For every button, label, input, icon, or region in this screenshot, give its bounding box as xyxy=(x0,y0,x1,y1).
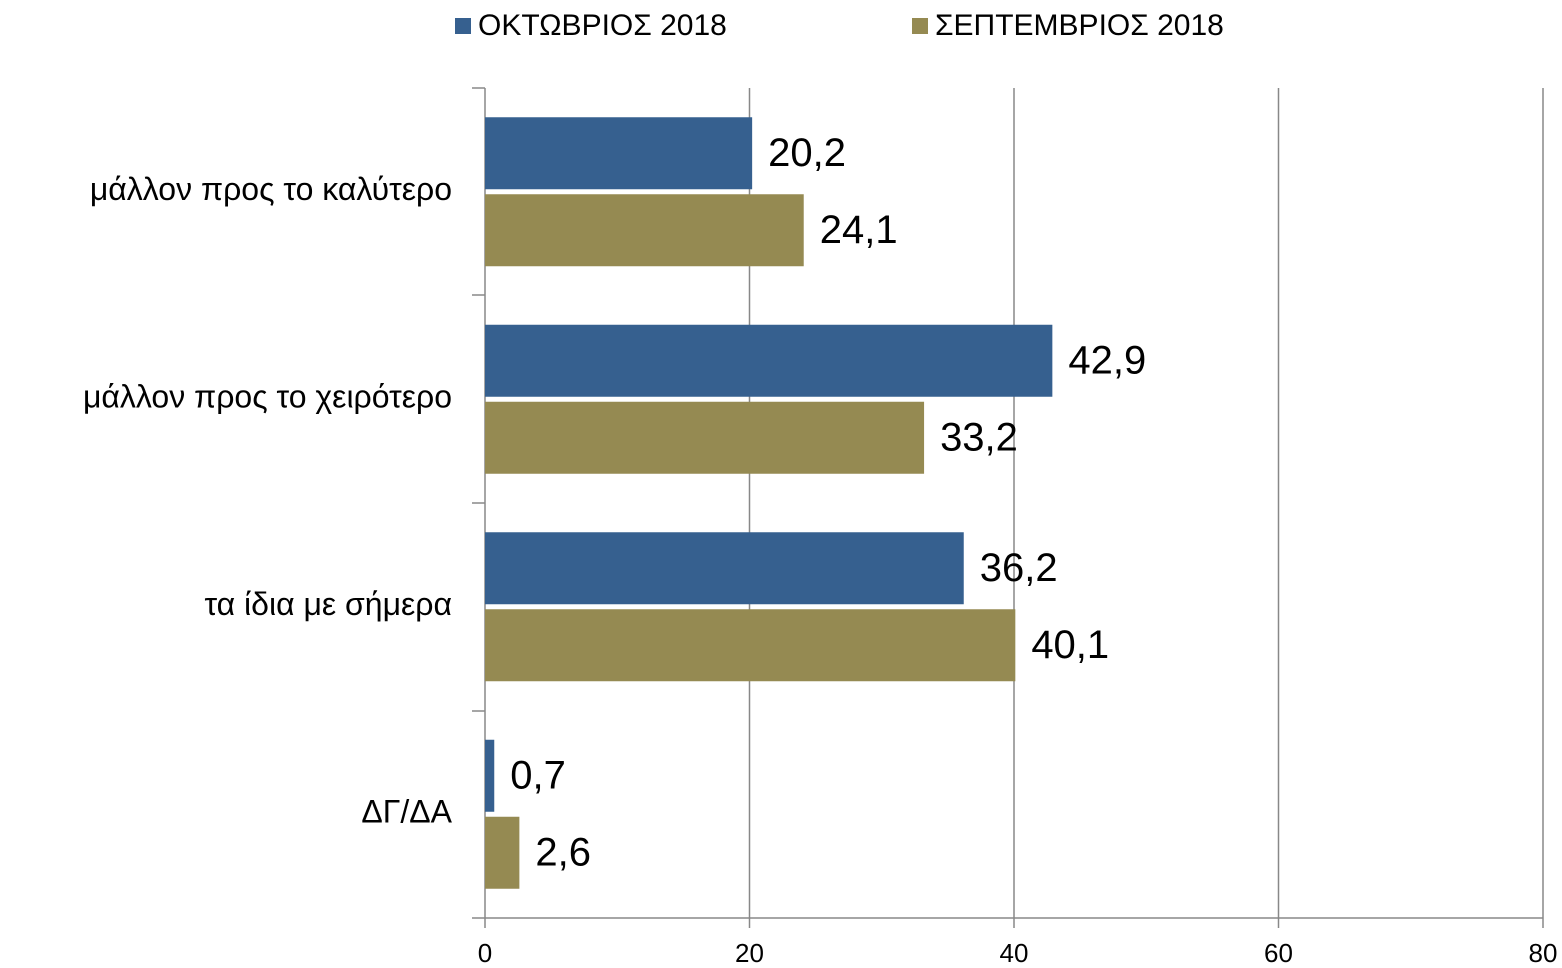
bar xyxy=(485,739,495,812)
data-label: 20,2 xyxy=(768,131,846,175)
data-label: 0,7 xyxy=(510,753,566,797)
bar xyxy=(485,401,925,474)
legend-label: ΟΚΤΩΒΡΙΟΣ 2018 xyxy=(478,9,727,42)
data-label: 2,6 xyxy=(535,830,591,874)
bar xyxy=(485,609,1016,682)
legend-swatch xyxy=(455,18,471,34)
bar xyxy=(485,532,964,605)
data-label: 42,9 xyxy=(1068,338,1146,382)
x-tick-label: 0 xyxy=(478,938,492,968)
data-label: 33,2 xyxy=(940,415,1018,459)
category-label: τα ίδια με σήμερα xyxy=(204,586,452,622)
bar xyxy=(485,816,520,889)
x-tick-label: 80 xyxy=(1529,938,1558,968)
x-tick-label: 40 xyxy=(1000,938,1029,968)
category-label: μάλλον προς το χειρότερο xyxy=(83,379,452,415)
x-tick-label: 20 xyxy=(735,938,764,968)
category-label: ΔΓ/ΔΑ xyxy=(361,794,452,830)
x-tick-label: 60 xyxy=(1264,938,1293,968)
legend-swatch xyxy=(912,18,928,34)
data-label: 36,2 xyxy=(980,546,1058,590)
legend-label: ΣΕΠΤΕΜΒΡΙΟΣ 2018 xyxy=(935,9,1224,42)
bar xyxy=(485,117,753,190)
category-label: μάλλον προς το καλύτερο xyxy=(90,171,452,207)
data-label: 24,1 xyxy=(820,208,898,252)
bar xyxy=(485,194,804,267)
y-axis-ticks xyxy=(472,87,485,919)
data-label: 40,1 xyxy=(1031,623,1109,667)
bar xyxy=(485,324,1053,397)
